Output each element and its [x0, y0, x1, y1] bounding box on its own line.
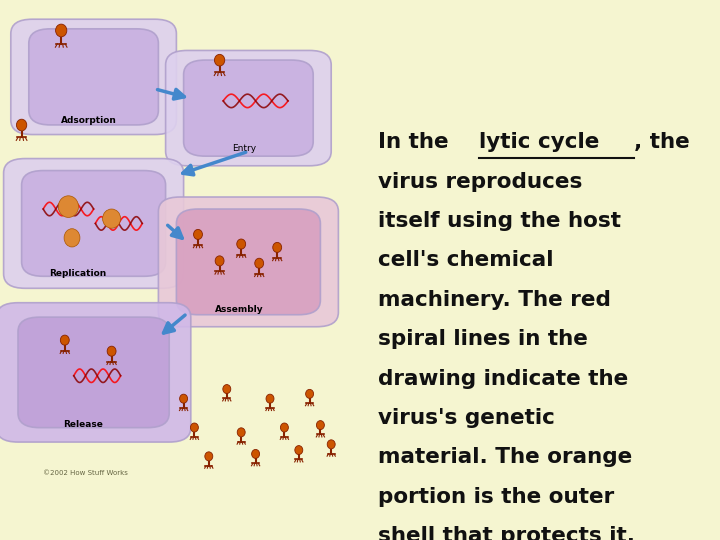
Text: machinery. The red: machinery. The red	[378, 290, 611, 310]
FancyBboxPatch shape	[18, 317, 169, 428]
Ellipse shape	[280, 423, 289, 432]
Text: drawing indicate the: drawing indicate the	[378, 368, 629, 389]
FancyBboxPatch shape	[184, 60, 313, 156]
Ellipse shape	[255, 258, 264, 268]
Ellipse shape	[327, 440, 336, 449]
Ellipse shape	[273, 242, 282, 252]
Ellipse shape	[266, 394, 274, 403]
Text: In the: In the	[378, 132, 456, 152]
Ellipse shape	[204, 452, 213, 461]
Text: virus's genetic: virus's genetic	[378, 408, 555, 428]
Text: Assembly: Assembly	[215, 305, 264, 314]
Text: ©2002 How Stuff Works: ©2002 How Stuff Works	[43, 470, 128, 476]
Text: Adsorption: Adsorption	[61, 116, 117, 125]
FancyBboxPatch shape	[0, 303, 191, 442]
Text: virus reproduces: virus reproduces	[378, 172, 582, 192]
Text: , the: , the	[634, 132, 690, 152]
FancyBboxPatch shape	[158, 197, 338, 327]
FancyBboxPatch shape	[4, 159, 184, 288]
Ellipse shape	[60, 335, 69, 345]
Ellipse shape	[107, 346, 116, 356]
Ellipse shape	[305, 389, 314, 399]
Text: shell that protects it.: shell that protects it.	[378, 526, 635, 540]
Ellipse shape	[237, 428, 246, 437]
Ellipse shape	[237, 239, 246, 249]
Text: lytic cycle: lytic cycle	[479, 132, 599, 152]
FancyBboxPatch shape	[166, 50, 331, 166]
Text: itself using the host: itself using the host	[378, 211, 621, 231]
FancyBboxPatch shape	[176, 209, 320, 315]
Text: Entry: Entry	[232, 144, 256, 153]
Ellipse shape	[64, 229, 80, 247]
Ellipse shape	[316, 421, 325, 430]
Ellipse shape	[58, 196, 78, 218]
Ellipse shape	[251, 449, 260, 458]
Ellipse shape	[55, 24, 67, 37]
Ellipse shape	[179, 394, 188, 403]
Ellipse shape	[215, 55, 225, 66]
Text: portion is the outer: portion is the outer	[378, 487, 614, 507]
Ellipse shape	[294, 446, 303, 455]
FancyBboxPatch shape	[11, 19, 176, 134]
FancyBboxPatch shape	[29, 29, 158, 125]
Text: Replication: Replication	[49, 269, 107, 278]
Text: cell's chemical: cell's chemical	[378, 251, 554, 271]
Text: spiral lines in the: spiral lines in the	[378, 329, 588, 349]
Ellipse shape	[194, 230, 202, 239]
Ellipse shape	[102, 209, 121, 228]
Text: material. The orange: material. The orange	[378, 447, 632, 467]
Ellipse shape	[190, 423, 199, 432]
FancyBboxPatch shape	[22, 171, 166, 276]
Ellipse shape	[215, 256, 224, 266]
Ellipse shape	[17, 119, 27, 131]
Ellipse shape	[222, 384, 231, 394]
Text: Release: Release	[63, 420, 103, 429]
